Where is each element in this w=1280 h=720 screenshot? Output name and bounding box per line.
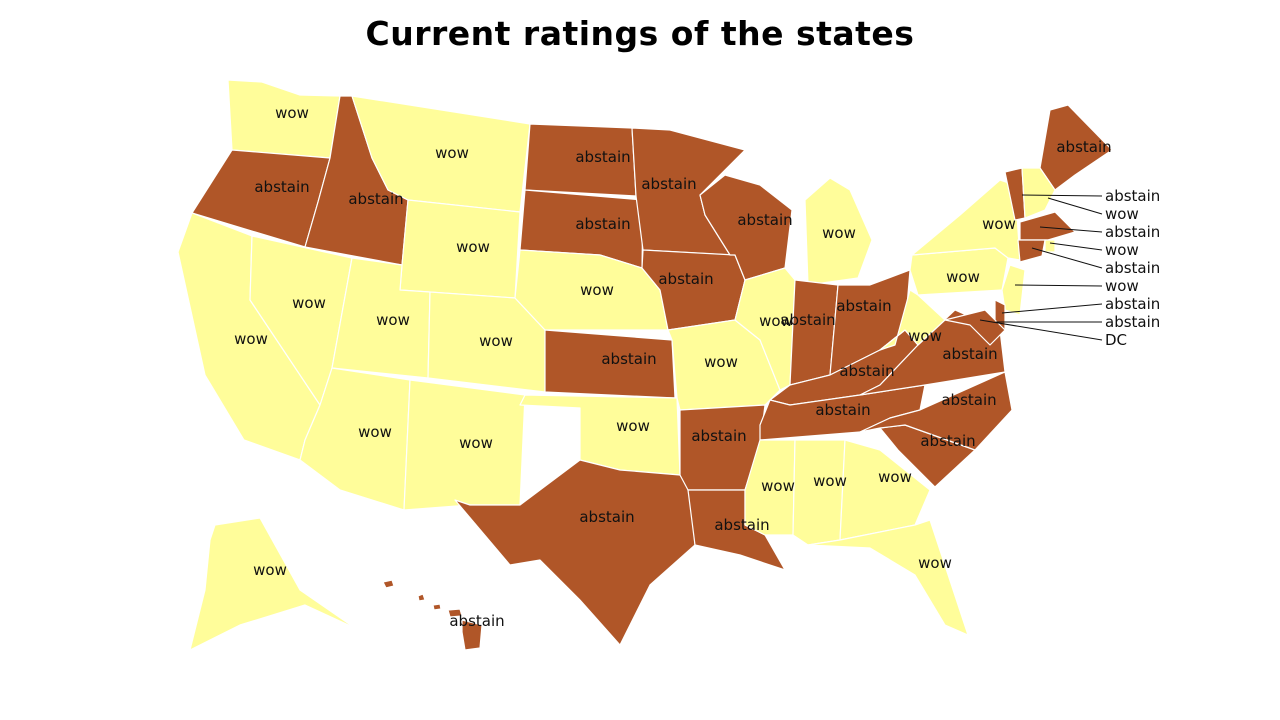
callout-leader-line — [1014, 284, 1103, 287]
state-nc — [859, 371, 1013, 451]
callout-leader-line — [1049, 242, 1103, 251]
state-label-al: wow — [813, 472, 847, 490]
state-label-or: abstain — [254, 178, 309, 196]
state-label-oh: abstain — [836, 297, 891, 315]
state-ri — [1044, 239, 1056, 253]
callout-label: abstain — [1105, 223, 1160, 241]
callout-leader-line — [1047, 197, 1103, 215]
state-label-me: abstain — [1056, 138, 1111, 156]
state-label-nc: abstain — [941, 391, 996, 409]
callouts-layer: abstainwowabstainwowabstainwowabstainabs… — [979, 187, 1160, 349]
state-label-la: abstain — [714, 516, 769, 534]
state-label-sd: abstain — [575, 215, 630, 233]
state-wv — [879, 289, 946, 351]
state-label-ny: wow — [982, 215, 1016, 233]
state-label-ak: wow — [253, 561, 287, 579]
state-label-az: wow — [358, 423, 392, 441]
state-tn — [759, 384, 926, 441]
state-label-mi: wow — [822, 224, 856, 242]
state-label-wi: abstain — [737, 211, 792, 229]
state-label-hi: abstain — [449, 612, 504, 630]
callout-label: abstain — [1105, 259, 1160, 277]
callout-label: abstain — [1105, 313, 1160, 331]
state-label-tx: abstain — [579, 508, 634, 526]
state-fl — [807, 519, 969, 636]
map-title: Current ratings of the states — [365, 14, 915, 53]
state-hi-island — [432, 603, 442, 611]
state-label-wa: wow — [275, 104, 309, 122]
state-label-mn: abstain — [641, 175, 696, 193]
callout-label: abstain — [1105, 187, 1160, 205]
state-label-nd: abstain — [575, 148, 630, 166]
state-label-ar: abstain — [691, 427, 746, 445]
state-label-fl: wow — [918, 554, 952, 572]
callout-leader-line — [1031, 247, 1103, 269]
state-hi-island — [461, 619, 483, 651]
state-ct — [1017, 239, 1046, 263]
callout-leader-line — [1001, 303, 1103, 314]
callout-leader-line — [1021, 194, 1103, 197]
callout-label: wow — [1105, 205, 1139, 223]
callout-label: wow — [1105, 277, 1139, 295]
state-nh — [1021, 167, 1056, 219]
state-label-ms: wow — [761, 477, 795, 495]
callout-label: abstain — [1105, 295, 1160, 313]
state-tx — [454, 459, 696, 646]
state-label-co: wow — [479, 332, 513, 350]
state-label-tn: abstain — [815, 401, 870, 419]
state-al — [792, 439, 846, 546]
state-ma — [1019, 211, 1076, 241]
state-hi-island — [417, 593, 426, 602]
callout-leader-line — [979, 319, 1103, 341]
state-label-ks: abstain — [601, 350, 656, 368]
state-label-nv: wow — [292, 294, 326, 312]
state-label-mt: wow — [435, 144, 469, 162]
state-label-ky: abstain — [839, 362, 894, 380]
state-label-ok: wow — [616, 417, 650, 435]
callout-label: DC — [1105, 331, 1127, 349]
state-label-wy: wow — [456, 238, 490, 256]
state-label-ca: wow — [234, 330, 268, 348]
state-hi-island — [382, 579, 395, 589]
state-label-ne: wow — [580, 281, 614, 299]
state-label-in: abstain — [780, 311, 835, 329]
state-ak — [189, 517, 356, 651]
state-il — [734, 267, 796, 391]
state-hi — [382, 579, 483, 651]
state-ok — [519, 394, 681, 476]
labels-layer: wowabstainwowabstainwowwowwowwowwowwowwo… — [234, 104, 1112, 630]
callout-leader-line — [1039, 226, 1103, 233]
state-ga — [839, 439, 931, 541]
state-label-il: wow — [759, 312, 793, 330]
state-label-id: abstain — [348, 190, 403, 208]
state-label-pa: wow — [946, 268, 980, 286]
states-layer — [177, 79, 1113, 651]
state-label-va: abstain — [942, 345, 997, 363]
state-label-sc: abstain — [920, 432, 975, 450]
state-md — [944, 309, 1006, 346]
state-label-ut: wow — [376, 311, 410, 329]
state-label-mo: wow — [704, 353, 738, 371]
callout-label: wow — [1105, 241, 1139, 259]
state-label-ia: abstain — [658, 270, 713, 288]
state-label-ga: wow — [878, 468, 912, 486]
state-label-nm: wow — [459, 434, 493, 452]
state-label-wv: wow — [908, 327, 942, 345]
state-hi-island — [447, 608, 463, 618]
